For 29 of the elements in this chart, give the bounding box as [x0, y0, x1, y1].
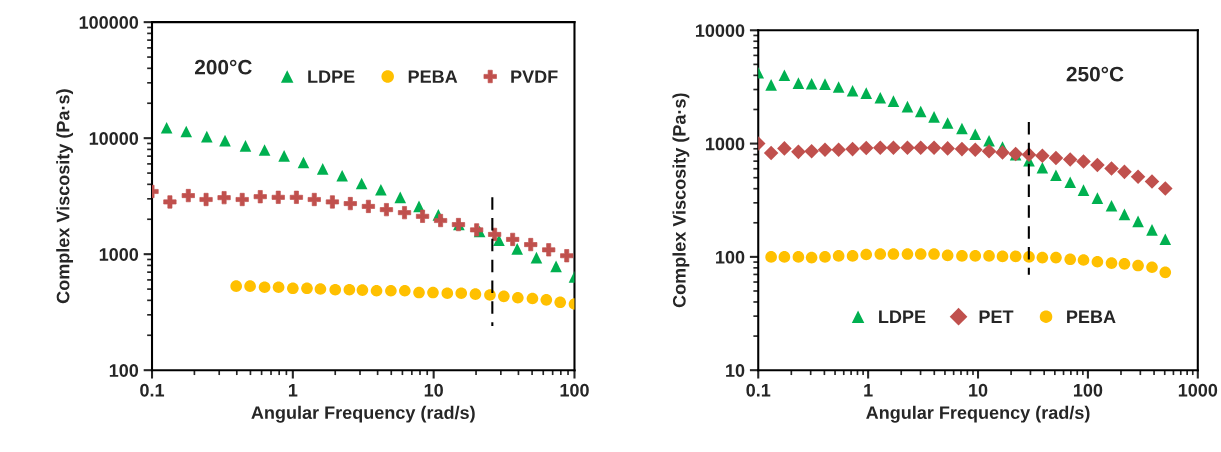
legend-label: PET — [979, 310, 1014, 323]
y-tick-label: 100000 — [79, 16, 139, 29]
x-tick-label: 0.1 — [140, 383, 165, 397]
legend-label: PVDF — [511, 70, 558, 83]
y-axis-title: Complex Viscosity (Pa·s) — [56, 89, 74, 304]
y-tick-label: 1000 — [99, 248, 139, 261]
x-tick-label: 0.1 — [746, 383, 771, 397]
y-tick-label: 10 — [726, 364, 745, 377]
y-tick-label: 10000 — [695, 24, 745, 37]
legend-label: LDPE — [308, 70, 355, 83]
y-tick-label: 10000 — [89, 132, 139, 145]
y-tick-label: 1000 — [706, 137, 745, 151]
x-tick-label: 100 — [1073, 383, 1103, 397]
annotation: 200°C — [194, 59, 252, 75]
y-axis-title: Complex Viscosity (Pa·s) — [672, 93, 690, 308]
x-tick-label: 100 — [560, 383, 589, 397]
x-tick-label: 1 — [288, 384, 298, 397]
x-tick-label: 10 — [969, 383, 988, 397]
legend-label: PEBA — [408, 70, 458, 83]
legend-label: LDPE — [879, 310, 926, 323]
x-tick-label: 1 — [864, 384, 873, 397]
annotation: 250°C — [1066, 66, 1124, 82]
x-axis-title: Angular Frequency (rad/s) — [866, 405, 1090, 423]
x-tick-label: 10 — [424, 383, 443, 397]
x-tick-label: 1000 — [1178, 383, 1218, 397]
x-axis-title: Angular Frequency (rad/s) — [251, 405, 475, 423]
y-tick-label: 100 — [109, 364, 139, 377]
legend-label: PEBA — [1067, 310, 1116, 323]
y-tick-label: 100 — [716, 250, 745, 264]
